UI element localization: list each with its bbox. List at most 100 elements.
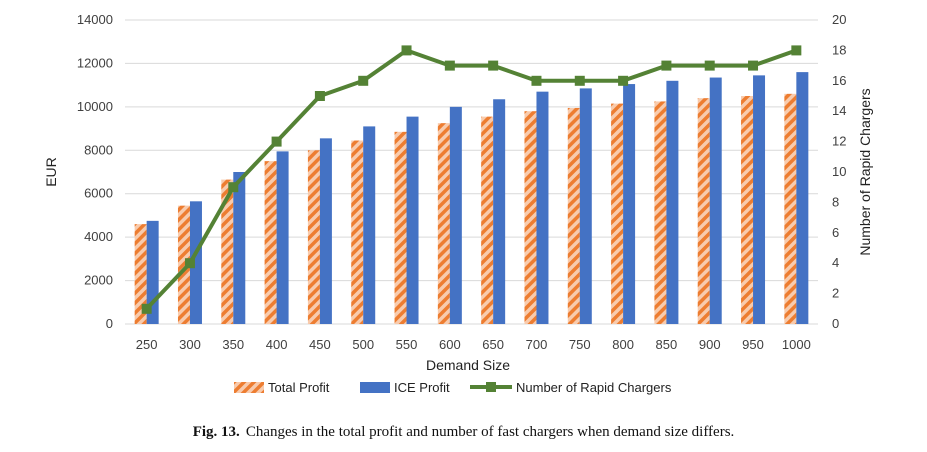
legend: Total Profit ICE Profit Number of Rapid … <box>234 380 672 395</box>
line-marker <box>358 75 369 86</box>
line-marker <box>661 60 672 71</box>
bar-total-profit <box>611 103 624 324</box>
bar-total-profit <box>784 93 797 324</box>
x-axis-title: Demand Size <box>426 357 510 373</box>
caption-text: Changes in the total profit and number o… <box>245 424 735 440</box>
bar-ice-profit <box>406 116 419 324</box>
y-tick-label: 14000 <box>77 12 113 27</box>
y-tick-label: 0 <box>106 316 113 331</box>
bar-ice-profit <box>536 91 549 325</box>
x-axis-ticks: 250 300 350 400 450 500 550 600 650 700 750 800 850 9… <box>136 337 811 352</box>
x-tick-label: 250 <box>136 337 158 352</box>
figure-caption: Fig. 13. Changes in the total profit and … <box>0 424 927 441</box>
x-tick-label: 800 <box>612 337 634 352</box>
bar-ice-profit <box>363 126 376 325</box>
series-line-rapid-chargers <box>145 48 798 311</box>
y-tick-label: 10000 <box>77 99 113 114</box>
y2-tick-label: 0 <box>832 316 839 331</box>
x-tick-label: 900 <box>699 337 721 352</box>
legend-label-rapid-chargers: Number of Rapid Chargers <box>516 380 672 395</box>
bar-ice-profit <box>189 201 202 324</box>
ice-profit-bars <box>146 72 809 325</box>
left-axis-ticks: 0 2000 4000 6000 8000 10000 12000 14000 <box>77 12 113 331</box>
line-marker <box>401 45 412 56</box>
bar-total-profit <box>264 161 277 324</box>
y2-tick-label: 16 <box>832 73 846 88</box>
bar-ice-profit <box>276 151 289 324</box>
x-tick-label: 300 <box>179 337 201 352</box>
y2-tick-label: 10 <box>832 164 846 179</box>
line-marker <box>488 60 499 71</box>
line-marker <box>314 91 325 101</box>
x-tick-label: 650 <box>482 337 504 352</box>
bar-ice-profit <box>449 106 462 324</box>
x-tick-label: 700 <box>526 337 548 352</box>
line-marker <box>704 60 715 71</box>
line-marker <box>271 136 282 147</box>
y-tick-label: 2000 <box>84 273 113 288</box>
y2-tick-label: 12 <box>832 134 846 149</box>
x-tick-label: 950 <box>742 337 764 352</box>
bar-ice-profit <box>579 88 592 325</box>
y-tick-label: 6000 <box>84 186 113 201</box>
y-axis-title: EUR <box>43 157 59 187</box>
line-marker <box>748 60 759 71</box>
y2-tick-label: 14 <box>832 103 846 118</box>
line-marker <box>141 303 152 314</box>
legend-swatch-total-profit <box>234 382 264 393</box>
x-tick-label: 350 <box>222 337 244 352</box>
bar-total-profit <box>307 150 320 324</box>
bar-total-profit <box>481 116 494 324</box>
bar-total-profit <box>741 96 754 324</box>
y-tick-label: 4000 <box>84 229 113 244</box>
bar-ice-profit <box>233 172 246 324</box>
bar-total-profit <box>567 107 580 324</box>
line-marker <box>618 75 629 86</box>
y2-axis-title: Number of Rapid Chargers <box>857 88 873 255</box>
caption-label: Fig. 13. <box>192 424 240 440</box>
legend-swatch-ice-profit <box>360 382 390 393</box>
bar-total-profit <box>221 179 234 324</box>
bar-ice-profit <box>493 99 506 324</box>
y2-tick-label: 20 <box>832 12 846 27</box>
y-tick-label: 12000 <box>77 55 113 70</box>
x-tick-label: 500 <box>352 337 374 352</box>
bar-ice-profit <box>666 80 679 324</box>
right-axis-ticks: 0 2 4 6 8 10 12 14 16 18 20 <box>832 12 846 331</box>
y2-tick-label: 8 <box>832 194 839 209</box>
line-marker <box>531 75 542 86</box>
line-marker <box>228 182 239 193</box>
bar-total-profit <box>697 98 710 325</box>
bar-ice-profit <box>753 75 766 324</box>
y2-tick-label: 6 <box>832 225 839 240</box>
bar-total-profit <box>654 101 667 324</box>
bar-ice-profit <box>319 138 332 324</box>
legend-label-ice-profit: ICE Profit <box>394 380 450 395</box>
bar-total-profit <box>177 205 190 324</box>
y2-tick-label: 18 <box>832 42 846 57</box>
line-marker <box>574 75 585 86</box>
bar-ice-profit <box>796 72 809 324</box>
rapid-chargers-line <box>141 45 802 314</box>
bar-total-profit <box>351 140 364 324</box>
legend-label-total-profit: Total Profit <box>268 380 330 395</box>
bar-total-profit <box>524 111 537 324</box>
line-marker <box>444 60 455 71</box>
bar-total-profit <box>437 123 450 325</box>
legend-swatch-marker <box>486 382 496 392</box>
y2-tick-label: 4 <box>832 255 839 270</box>
x-tick-label: 400 <box>266 337 288 352</box>
bar-ice-profit <box>709 77 722 325</box>
x-tick-label: 850 <box>656 337 678 352</box>
line-marker <box>184 258 195 269</box>
y-tick-label: 8000 <box>84 142 113 157</box>
bar-ice-profit <box>623 84 636 324</box>
x-tick-label: 1000 <box>782 337 811 352</box>
bar-total-profit <box>134 224 147 324</box>
bar-total-profit <box>394 131 407 324</box>
total-profit-bars <box>134 93 797 325</box>
combo-chart: 0 2000 4000 6000 8000 10000 12000 14000 0 2 4 6 8 10… <box>43 12 873 395</box>
line-marker <box>791 45 802 56</box>
x-tick-label: 550 <box>396 337 418 352</box>
x-tick-label: 600 <box>439 337 461 352</box>
